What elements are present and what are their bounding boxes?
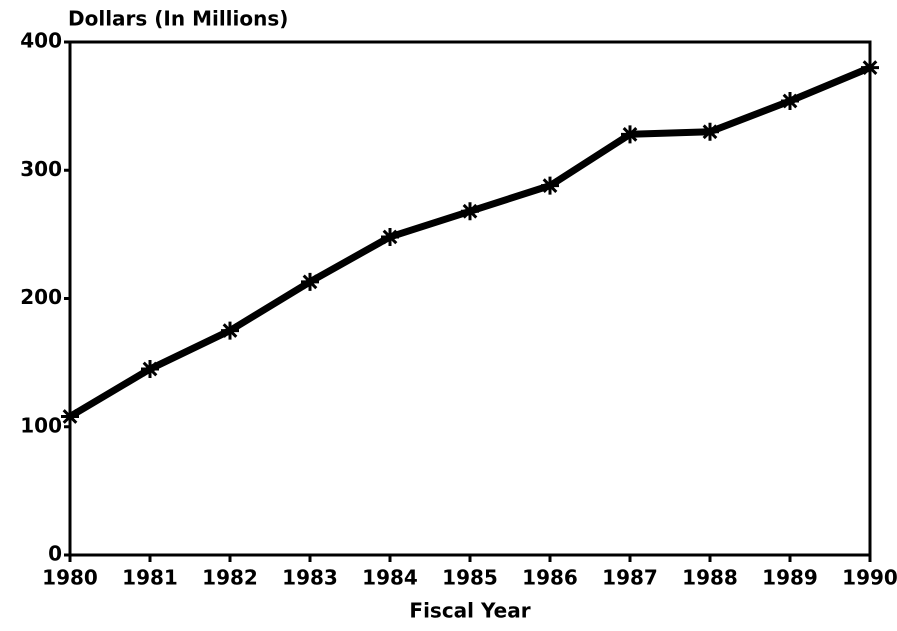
x-tick-label: 1980 bbox=[42, 566, 98, 590]
point-marker bbox=[461, 202, 479, 221]
point-marker bbox=[621, 125, 639, 144]
x-axis-label: Fiscal Year bbox=[409, 599, 530, 623]
data-line bbox=[68, 64, 872, 420]
x-tick-label: 1989 bbox=[762, 566, 818, 590]
y-tick-label: 400 bbox=[20, 29, 62, 53]
point-marker bbox=[61, 407, 79, 426]
x-tick-label: 1984 bbox=[362, 566, 418, 590]
y-tick-label: 0 bbox=[48, 542, 62, 566]
y-tick-label: 300 bbox=[20, 157, 62, 181]
point-marker bbox=[861, 58, 879, 77]
point-marker bbox=[381, 227, 399, 246]
point-marker bbox=[221, 321, 239, 340]
y-axis-label: Dollars (In Millions) bbox=[68, 7, 288, 31]
y-tick-label: 100 bbox=[20, 413, 62, 437]
point-marker bbox=[541, 176, 559, 195]
point-marker bbox=[701, 122, 719, 141]
point-marker bbox=[781, 91, 799, 110]
x-tick-label: 1986 bbox=[522, 566, 578, 590]
x-tick-label: 1981 bbox=[122, 566, 178, 590]
point-marker bbox=[141, 360, 159, 379]
x-tick-label: 1987 bbox=[602, 566, 658, 590]
y-tick-label: 200 bbox=[20, 285, 62, 309]
x-tick-label: 1985 bbox=[442, 566, 498, 590]
x-tick-label: 1990 bbox=[842, 566, 897, 590]
x-tick-label: 1988 bbox=[682, 566, 738, 590]
x-tick-label: 1982 bbox=[202, 566, 258, 590]
point-marker bbox=[301, 272, 319, 291]
x-tick-label: 1983 bbox=[282, 566, 338, 590]
